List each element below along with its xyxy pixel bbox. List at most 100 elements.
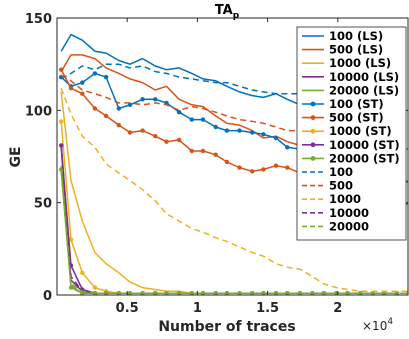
legend-entry: 500 (LS) bbox=[302, 43, 383, 57]
series-point-20000-st bbox=[285, 291, 290, 295]
legend-label: 100 (LS) bbox=[329, 29, 383, 43]
legend: 100 (LS)500 (LS)1000 (LS)10000 (LS)20000… bbox=[296, 26, 407, 241]
series-point-500-st bbox=[237, 165, 242, 170]
series-point-100-st bbox=[224, 128, 230, 133]
legend-label: 10000 (ST) bbox=[329, 138, 400, 152]
legend-marker bbox=[310, 128, 316, 134]
legend-entry: 500 (ST) bbox=[302, 111, 384, 125]
x-multiplier-exponent: 4 bbox=[387, 317, 393, 327]
series-point-100-st bbox=[127, 102, 133, 108]
series-point-100-st bbox=[140, 97, 145, 102]
series-point-100-st bbox=[103, 74, 109, 80]
series-point-500-st bbox=[200, 148, 206, 154]
series-point-20000-st bbox=[116, 291, 121, 295]
series-point-20000-st bbox=[68, 285, 74, 290]
series-point-500-st bbox=[153, 134, 158, 139]
legend-label: 500 bbox=[329, 179, 353, 193]
series-point-20000-st bbox=[127, 291, 133, 295]
legend-entry: 500 bbox=[302, 179, 353, 193]
series-point-1000-st bbox=[68, 237, 74, 242]
legend-entry: 100 (ST) bbox=[302, 97, 384, 111]
series-line-100 bbox=[60, 63, 408, 101]
x-axis-label: Number of traces bbox=[158, 319, 295, 335]
legend-entry: 20000 bbox=[302, 219, 369, 233]
chart-title-subscript: p bbox=[233, 11, 240, 21]
series-point-1000-st bbox=[80, 270, 85, 275]
series-point-500-st bbox=[92, 106, 98, 111]
series-point-500-st bbox=[261, 167, 266, 172]
series-point-20000-st bbox=[164, 291, 169, 295]
legend-label: 20000 (LS) bbox=[329, 83, 399, 97]
legend-label: 20000 (ST) bbox=[329, 151, 400, 165]
legend-entry: 10000 (LS) bbox=[302, 70, 399, 84]
tick-layer: 0.5 1 1.5 2 0 50 100 150 bbox=[25, 12, 408, 316]
series-line-20000 bbox=[60, 165, 408, 294]
series-point-500-st bbox=[250, 169, 255, 174]
legend-entry: 10000 (ST) bbox=[302, 138, 400, 152]
x-multiplier-base: ×10 bbox=[362, 319, 387, 333]
series-point-100-st bbox=[237, 128, 242, 133]
series-point-100-st bbox=[153, 97, 158, 102]
legend-entry: 1000 bbox=[302, 192, 361, 206]
chart-title-main: TA bbox=[215, 3, 233, 18]
legend-label: 100 bbox=[329, 165, 353, 179]
legend-label: 10000 bbox=[329, 206, 369, 220]
legend-label: 1000 (LS) bbox=[329, 56, 391, 70]
series-point-100-st bbox=[285, 145, 290, 150]
legend-marker bbox=[310, 115, 316, 120]
legend-marker bbox=[310, 142, 316, 148]
series-line-10000 bbox=[60, 143, 408, 294]
series-point-100-st bbox=[213, 124, 218, 130]
series-point-100-st bbox=[250, 130, 255, 135]
x-tick-label: 1 bbox=[193, 301, 202, 316]
series-point-500-st bbox=[116, 122, 122, 128]
legend-marker bbox=[310, 101, 316, 107]
legend-label: 500 (ST) bbox=[329, 111, 384, 125]
series-point-100-st bbox=[189, 117, 194, 122]
series-point-100-st bbox=[261, 132, 266, 137]
x-tick-label: 2 bbox=[333, 301, 342, 316]
y-axis-label: GE bbox=[8, 146, 24, 167]
legend-entry: 1000 (ST) bbox=[302, 124, 392, 138]
legend-entry: 10000 bbox=[302, 206, 369, 220]
y-tick-label: 100 bbox=[25, 104, 52, 119]
y-tick-label: 150 bbox=[25, 12, 52, 27]
series-point-500-st bbox=[80, 91, 85, 96]
series-point-500-st bbox=[164, 139, 169, 144]
series-point-500-st bbox=[103, 113, 109, 119]
series-point-500-st bbox=[59, 67, 64, 72]
legend-label: 20000 bbox=[329, 219, 369, 233]
series-point-20000-st bbox=[297, 291, 303, 295]
legend-label: 100 (ST) bbox=[329, 97, 384, 111]
y-tick-label: 0 bbox=[43, 289, 52, 304]
series-point-20000-st bbox=[237, 291, 242, 295]
legend-entry: 1000 (LS) bbox=[302, 56, 391, 70]
series-point-100-st bbox=[200, 117, 206, 122]
legend-label: 1000 bbox=[329, 192, 361, 206]
legend-label: 1000 (ST) bbox=[329, 124, 392, 138]
series-point-500-st bbox=[224, 159, 230, 165]
legend-label: 10000 (LS) bbox=[329, 70, 399, 84]
series-point-1000-st bbox=[59, 119, 64, 124]
legend-entry: 20000 (ST) bbox=[302, 151, 400, 165]
chart-title: TAp bbox=[215, 3, 240, 21]
y-tick-label: 50 bbox=[34, 197, 52, 212]
series-point-500-st bbox=[68, 86, 74, 91]
series-point-500-st bbox=[285, 165, 290, 170]
x-tick-label: 1.5 bbox=[256, 301, 279, 316]
series-point-500-st bbox=[213, 152, 218, 157]
x-axis-multiplier: ×104 bbox=[362, 317, 393, 333]
legend-label: 500 (LS) bbox=[329, 43, 383, 57]
series-point-1000-st bbox=[92, 285, 98, 290]
series-point-20000-st bbox=[345, 291, 350, 295]
series-point-500-st bbox=[189, 148, 194, 154]
series-point-20000-st bbox=[176, 291, 182, 295]
legend-entry: 20000 (LS) bbox=[302, 83, 399, 97]
legend-marker bbox=[310, 156, 316, 161]
series-point-100-st bbox=[80, 80, 85, 85]
series-line-1000 bbox=[60, 87, 408, 293]
series-point-500-st bbox=[140, 128, 145, 133]
series-point-500-st bbox=[127, 130, 133, 135]
legend-entry: 100 (LS) bbox=[302, 29, 383, 43]
